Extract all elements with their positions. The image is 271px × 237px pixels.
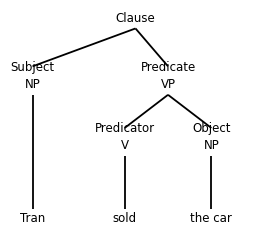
Text: Predicator
V: Predicator V [95,123,155,152]
Text: Clause: Clause [116,13,155,25]
Text: sold: sold [112,212,137,224]
Text: Predicate
VP: Predicate VP [140,61,196,91]
Text: Subject
NP: Subject NP [11,61,54,91]
Text: Tran: Tran [20,212,45,224]
Text: the car: the car [191,212,232,224]
Text: Object
NP: Object NP [192,123,231,152]
